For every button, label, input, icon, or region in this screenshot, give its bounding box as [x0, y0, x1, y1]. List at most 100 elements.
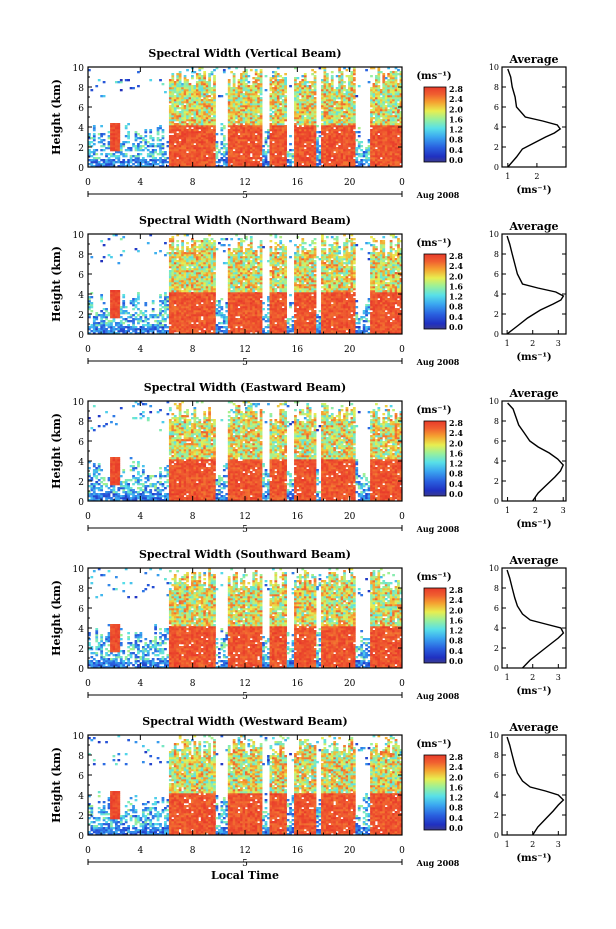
heatmap-cell [284, 149, 287, 152]
heatmap-cell [107, 254, 111, 257]
heatmap-cell [188, 147, 192, 150]
heatmap-cell [230, 103, 234, 106]
heatmap-cell [257, 109, 261, 112]
heatmap-cell [137, 292, 140, 295]
heatmap-cell [306, 127, 310, 130]
heatmap-cell [296, 165, 300, 168]
heatmap-cell [335, 163, 339, 166]
heatmap-cell [384, 77, 388, 80]
heatmap-cell [370, 155, 373, 158]
heatmap-cell [181, 105, 184, 108]
heatmap-cell [321, 81, 324, 84]
heatmap-cell [242, 109, 246, 112]
heatmap-cell [252, 113, 256, 116]
heatmap-cell [235, 137, 238, 140]
heatmap-cell [333, 155, 337, 158]
heatmap-cell [257, 83, 261, 86]
heatmap-cell [289, 85, 292, 88]
heatmap-cell [188, 95, 192, 98]
heatmap-cell [154, 320, 157, 323]
heatmap-cell [372, 139, 376, 142]
heatmap-cell [375, 163, 378, 166]
heatmap-cell [384, 83, 388, 86]
heatmap-cell [399, 75, 403, 78]
heatmap-cell [200, 121, 204, 124]
heatmap-cell [193, 240, 197, 243]
heatmap-cell [242, 121, 246, 124]
heatmap-cell [191, 246, 194, 249]
heatmap-cell [205, 93, 209, 96]
heatmap-cell [313, 127, 317, 130]
heatmap-cell [303, 89, 307, 92]
heatmap-cell [186, 254, 189, 257]
heatmap-cell [232, 117, 236, 120]
heatmap-cell [220, 141, 224, 144]
heatmap-cell [269, 125, 273, 128]
heatmap-cell [323, 77, 327, 80]
heatmap-cell [399, 151, 403, 154]
heatmap-cell [107, 141, 111, 144]
heatmap-cell [259, 107, 263, 110]
heatmap-cell [392, 155, 395, 158]
heatmap-cell [200, 125, 204, 128]
heatmap-cell [181, 290, 184, 293]
heatmap-cell [271, 105, 275, 108]
heatmap-cell [195, 139, 199, 142]
heatmap-cell [114, 139, 118, 142]
heatmap-cell [237, 81, 241, 84]
heatmap-cell [306, 137, 310, 140]
heatmap-cell [137, 250, 140, 253]
heatmap-cell [308, 125, 312, 128]
heatmap-cell [213, 121, 216, 124]
heatmap-cell [257, 87, 261, 90]
heatmap-cell [117, 316, 121, 319]
heatmap-cell [178, 115, 182, 118]
heatmap-cell [176, 153, 180, 156]
heatmap-cell [303, 163, 307, 166]
heatmap-cell [333, 157, 337, 160]
heatmap-cell [387, 85, 391, 88]
heatmap-cell [90, 296, 94, 299]
heatmap-cell [210, 109, 214, 112]
heatmap-cell [198, 109, 202, 112]
heatmap-cell [88, 141, 91, 144]
heatmap-cell [296, 87, 300, 90]
heatmap-cell [195, 246, 199, 249]
heatmap-cell [114, 316, 118, 319]
heatmap-cell [235, 135, 238, 138]
heatmap-cell [232, 153, 236, 156]
heatmap-cell [387, 123, 391, 126]
heatmap-cell [232, 163, 236, 166]
heatmap-cell [252, 157, 256, 160]
heatmap-cell [387, 139, 391, 142]
heatmap-cell [340, 133, 344, 136]
heatmap-cell [294, 129, 297, 132]
heatmap-cell [215, 153, 219, 156]
heatmap-cell [191, 149, 194, 152]
heatmap-cell [352, 127, 356, 130]
heatmap-cell [173, 145, 177, 148]
heatmap-cell [338, 163, 341, 166]
heatmap-cell [259, 83, 263, 86]
heatmap-cell [171, 99, 175, 102]
heatmap-cell [144, 304, 148, 307]
heatmap-cell [149, 234, 153, 237]
heatmap-cell [195, 95, 199, 98]
heatmap-cell [281, 165, 285, 168]
heatmap-cell [382, 129, 386, 132]
heatmap-cell [397, 109, 400, 112]
average-y-tick-label: 0 [494, 163, 499, 172]
heatmap-cell [186, 252, 189, 255]
heatmap-cell [198, 280, 202, 283]
heatmap-cell [274, 87, 278, 90]
heatmap-cell [394, 131, 398, 134]
heatmap-cell [183, 93, 187, 96]
heatmap-cell [178, 262, 182, 265]
heatmap-cell [171, 242, 175, 245]
heatmap-cell [168, 109, 172, 112]
heatmap-cell [384, 113, 388, 116]
heatmap-cell [328, 135, 332, 138]
heatmap-cell [90, 330, 94, 333]
heatmap-cell [195, 288, 199, 291]
